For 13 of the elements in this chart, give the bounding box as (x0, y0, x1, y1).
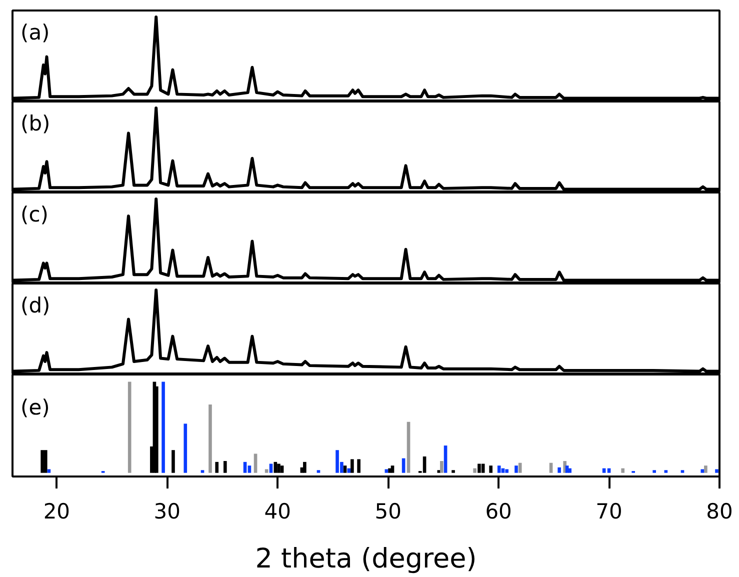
x-tick-label: 60 (485, 500, 512, 524)
x-tick-label: 40 (264, 500, 291, 524)
annotation: (c) (20, 202, 48, 226)
x-tick-label: 20 (43, 500, 70, 524)
annotation: (a) (20, 20, 50, 44)
x-tick-label: 70 (596, 500, 622, 524)
x-tick-label: 50 (374, 500, 402, 524)
annotation: (d) (20, 294, 50, 318)
annotation: (b) (20, 112, 50, 136)
x-tick-label: 30 (154, 500, 181, 524)
annotation: (e) (20, 396, 50, 420)
x-axis-title: 2 theta (degree) (255, 544, 477, 574)
x-tick-label: 80 (706, 500, 733, 524)
